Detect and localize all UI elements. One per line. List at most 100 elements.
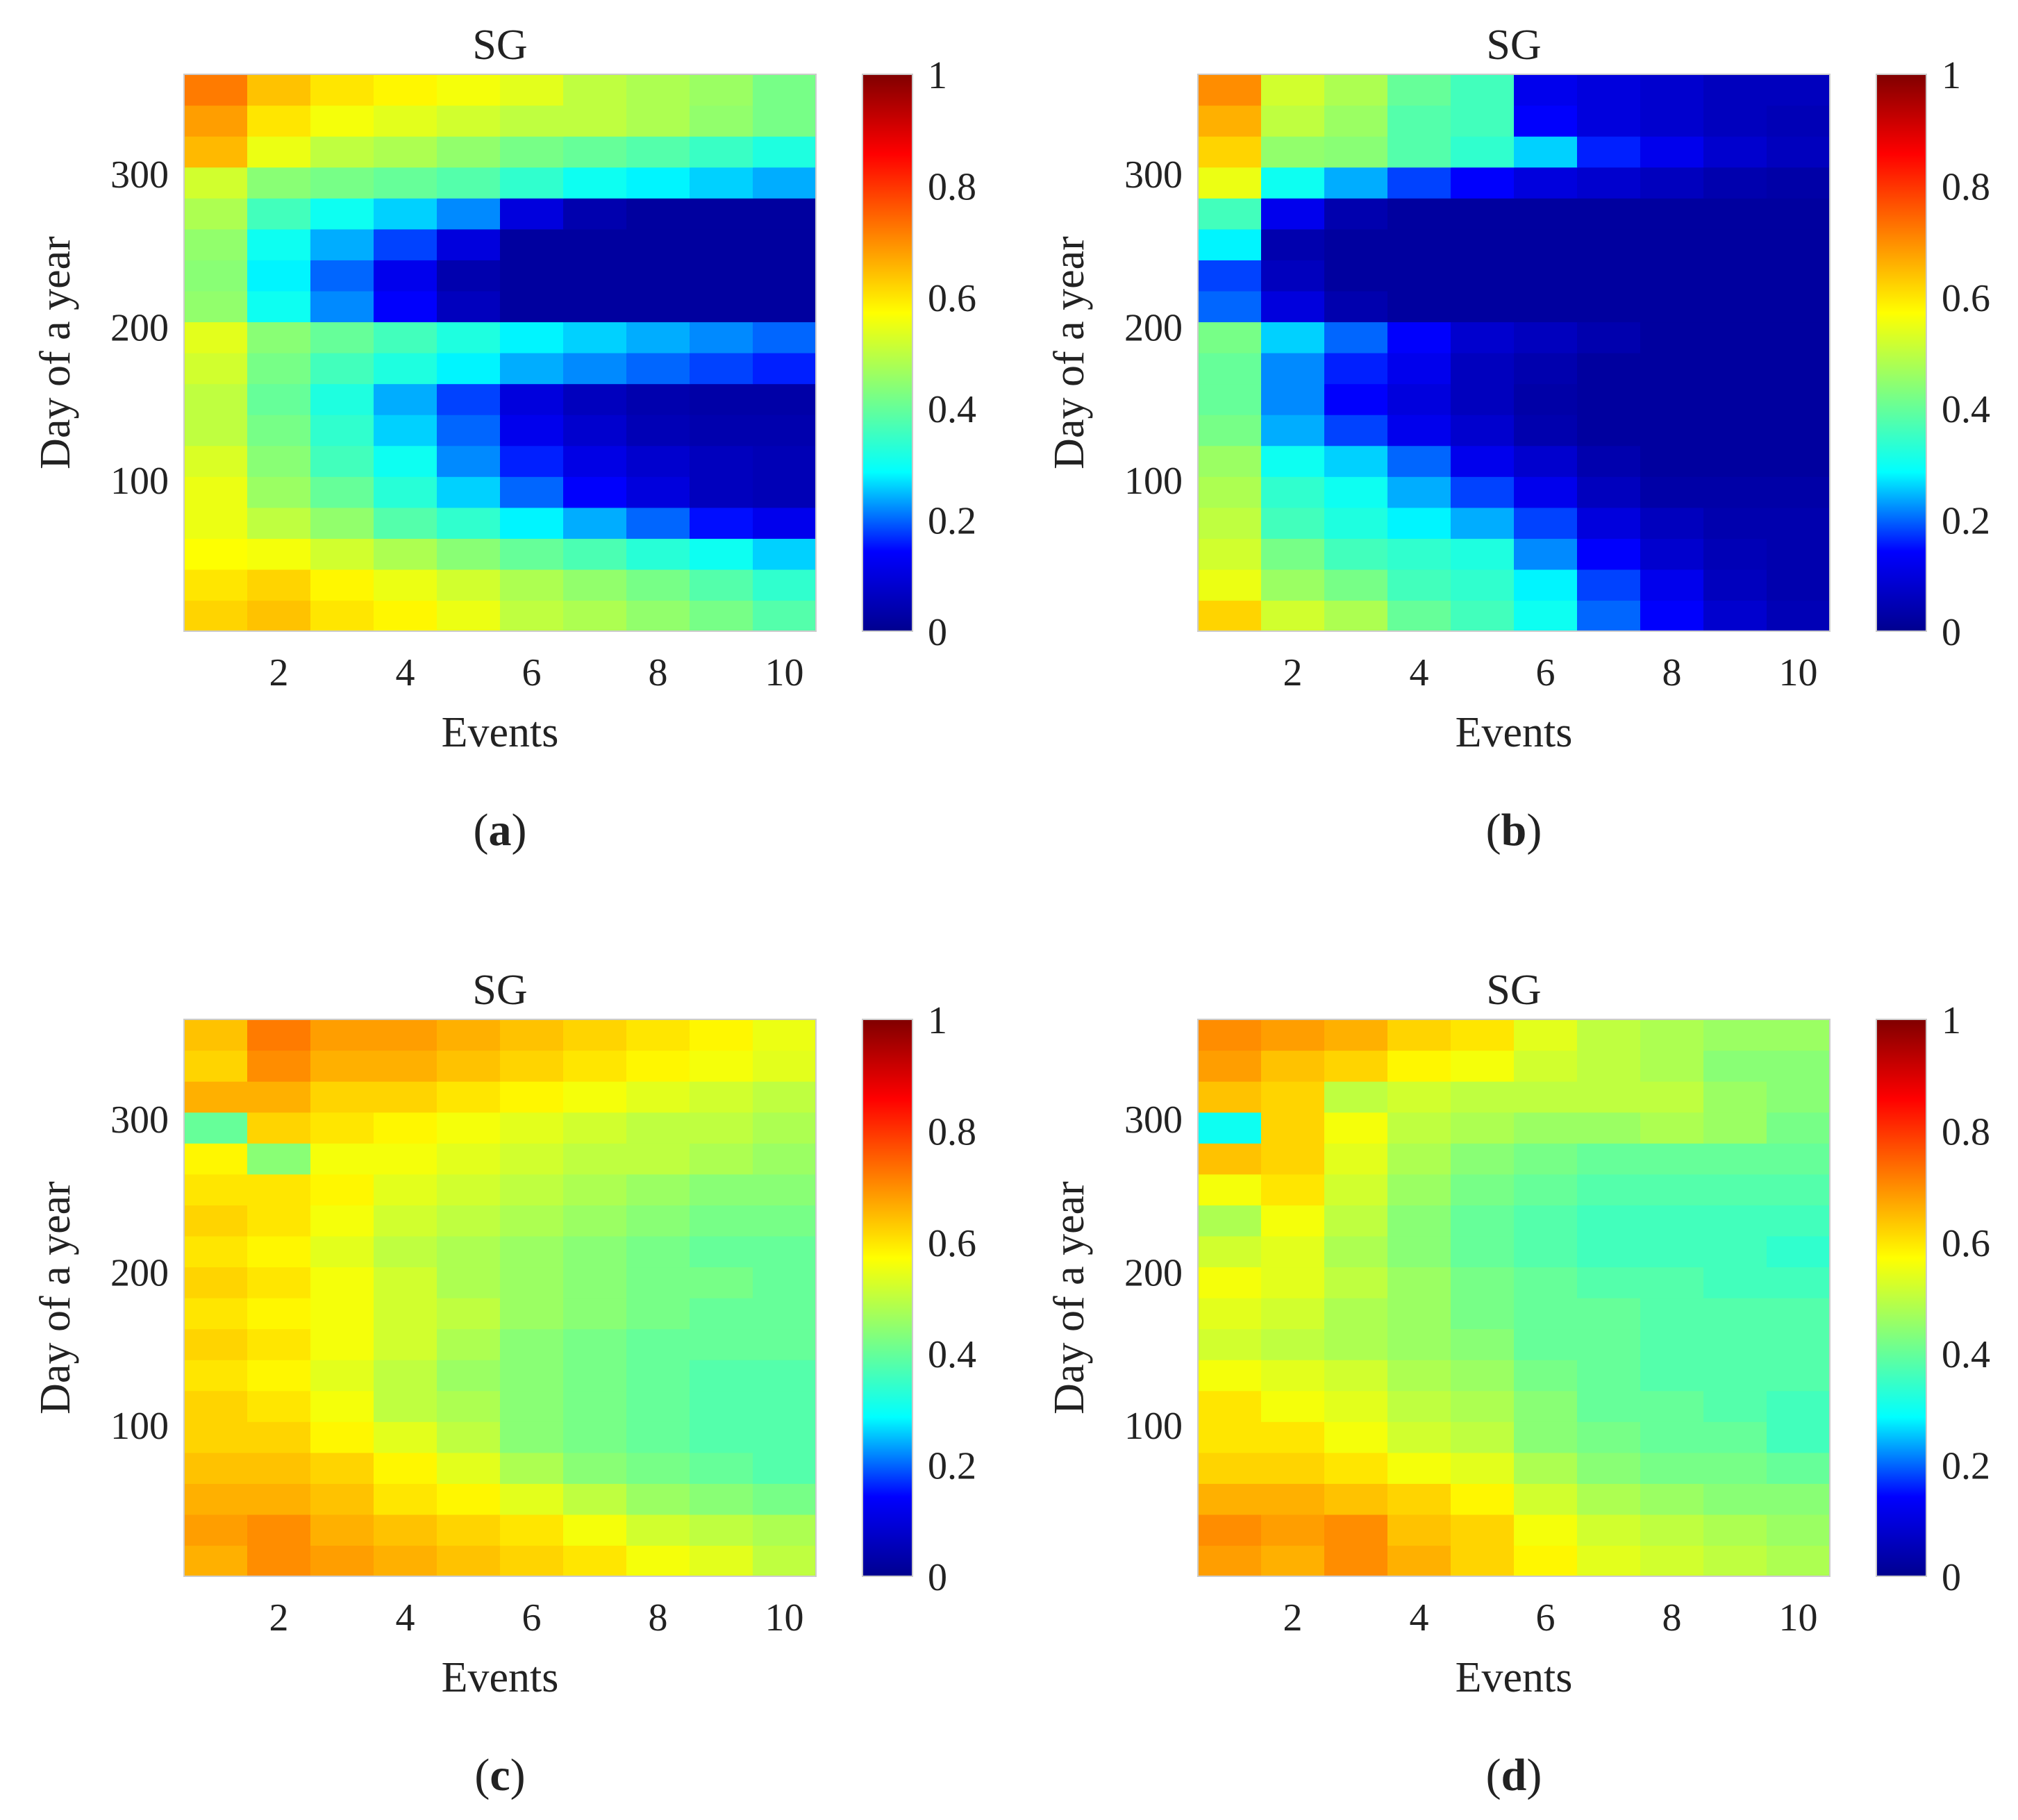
heatmap-cell — [1324, 228, 1388, 260]
heatmap-cell — [374, 569, 437, 601]
heatmap-cell — [1514, 290, 1578, 323]
heatmap-cell — [1261, 507, 1325, 539]
heatmap-cell — [1198, 1050, 1262, 1082]
heatmap-cell — [626, 600, 690, 632]
heatmap-cell — [753, 1205, 817, 1237]
heatmap-cell — [1640, 1019, 1704, 1051]
heatmap-cell — [1703, 1235, 1767, 1268]
heatmap-cell — [500, 569, 564, 601]
heatmap-cell — [310, 260, 374, 292]
heatmap-cell — [247, 1235, 311, 1268]
heatmap-cell — [690, 290, 753, 323]
heatmap-cell — [1640, 445, 1704, 477]
x-tick-label: 8 — [649, 651, 668, 694]
heatmap-cell — [1577, 1112, 1641, 1144]
heatmap-cell — [1198, 1267, 1262, 1299]
chart-title: SG — [472, 967, 527, 1014]
heatmap-cell — [1261, 1452, 1325, 1484]
heatmap-cell — [1387, 198, 1451, 230]
y-tick-label: 200 — [110, 1252, 169, 1295]
heatmap-cell — [1198, 136, 1262, 168]
heatmap-cell — [1767, 136, 1831, 168]
heatmap-cell — [184, 538, 248, 570]
heatmap-cell — [1514, 322, 1578, 353]
heatmap-cell — [247, 228, 311, 260]
heatmap-cell — [374, 1514, 437, 1546]
heatmap-cell — [1451, 569, 1515, 601]
heatmap-cell — [1577, 415, 1641, 446]
heatmap-cell — [1261, 1081, 1325, 1113]
heatmap-cell — [626, 1514, 690, 1546]
heatmap-cell — [374, 167, 437, 199]
colorbar-tick-label: 0.2 — [1942, 1445, 1990, 1488]
heatmap-cell — [310, 1298, 374, 1330]
heatmap-cell — [1387, 1421, 1451, 1453]
colorbar — [1876, 1019, 1927, 1577]
heatmap-cell — [1451, 1050, 1515, 1082]
heatmap-cell — [1198, 167, 1262, 199]
heatmap-cell — [310, 353, 374, 385]
colorbar-tick-label: 0.2 — [928, 500, 976, 543]
heatmap-cell — [1324, 1452, 1388, 1484]
heatmap-cell — [1451, 1328, 1515, 1360]
heatmap-cell — [753, 507, 817, 539]
heatmap-cell — [1261, 353, 1325, 385]
heatmap-cell — [310, 1081, 374, 1113]
colorbar-tick-label: 0.2 — [928, 1445, 976, 1488]
x-tick-label: 6 — [1536, 651, 1556, 694]
heatmap-cell — [690, 1452, 753, 1484]
heatmap-cell — [310, 415, 374, 446]
heatmap-cell — [1324, 1050, 1388, 1082]
heatmap-cell — [1640, 105, 1704, 137]
heatmap-cell — [1514, 198, 1578, 230]
heatmap-cell — [690, 198, 753, 230]
heatmap-cell — [1577, 167, 1641, 199]
panel-c: SG 2 4 6 8 10 100 200 300 Events Day of a year 0 0.2… — [32, 967, 976, 1801]
heatmap-cell — [1198, 600, 1262, 632]
heatmap-cell — [1324, 1514, 1388, 1546]
heatmap-cell — [437, 228, 501, 260]
heatmap-cell — [1198, 105, 1262, 137]
heatmap-cell — [753, 415, 817, 446]
heatmap-cell — [1703, 1360, 1767, 1392]
heatmap-cell — [374, 1205, 437, 1237]
heatmap-cell — [500, 1328, 564, 1360]
heatmap-cell — [1261, 1235, 1325, 1268]
heatmap-cell — [626, 1112, 690, 1144]
heatmap-cell — [563, 476, 627, 508]
heatmap-cell — [1577, 569, 1641, 601]
heatmap-cell — [310, 569, 374, 601]
heatmap-cell — [753, 476, 817, 508]
heatmap-cell — [563, 383, 627, 415]
heatmap-cell — [1703, 415, 1767, 446]
heatmap-cell — [310, 1267, 374, 1299]
heatmap-cell — [247, 383, 311, 415]
x-axis-label: Events — [1456, 709, 1573, 756]
heatmap-cell — [1198, 538, 1262, 570]
heatmap-cell — [1640, 1360, 1704, 1392]
heatmap-cell — [1387, 1360, 1451, 1392]
heatmap-cell — [753, 1081, 817, 1113]
heatmap-cell — [1387, 476, 1451, 508]
heatmap-cell — [1640, 1514, 1704, 1546]
heatmap-cell — [1514, 167, 1578, 199]
heatmap-cell — [1577, 1019, 1641, 1051]
colorbar-tick-label: 0.2 — [1942, 500, 1990, 543]
heatmap-cell — [1514, 476, 1578, 508]
heatmap-cell — [1324, 1235, 1388, 1268]
heatmap-cell — [1198, 1483, 1262, 1515]
heatmap-cell — [563, 1421, 627, 1453]
heatmap-cell — [626, 1298, 690, 1330]
heatmap-cell — [1324, 1205, 1388, 1237]
panel-letter: a — [489, 805, 512, 855]
heatmap-cell — [184, 74, 248, 106]
heatmap-cell — [1387, 507, 1451, 539]
heatmap-cell — [184, 1174, 248, 1205]
heatmap-cell — [1577, 1298, 1641, 1330]
heatmap-cell — [1324, 1081, 1388, 1113]
heatmap-cell — [1198, 228, 1262, 260]
heatmap-cell — [500, 353, 564, 385]
heatmap-cell — [184, 1328, 248, 1360]
heatmap-cell — [1767, 600, 1831, 632]
heatmap-cell — [1514, 600, 1578, 632]
